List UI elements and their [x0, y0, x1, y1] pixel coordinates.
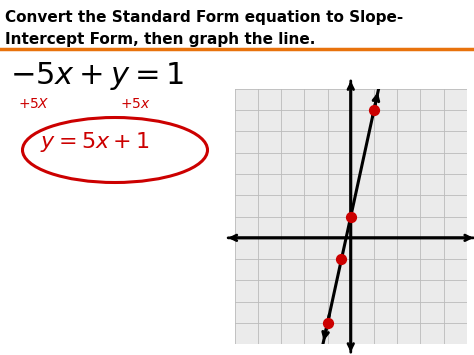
Point — [370, 107, 378, 113]
Point — [337, 256, 345, 262]
Point — [324, 320, 331, 326]
Text: Intercept Form, then graph the line.: Intercept Form, then graph the line. — [5, 32, 315, 47]
Text: Convert the Standard Form equation to Slope-: Convert the Standard Form equation to Sl… — [5, 10, 403, 25]
Point — [347, 214, 355, 219]
Text: $y=5x+1$: $y=5x+1$ — [40, 130, 150, 154]
Text: $+5x$: $+5x$ — [120, 97, 151, 111]
Text: $+5X$: $+5X$ — [18, 97, 50, 111]
Text: $-5x + y = 1$: $-5x + y = 1$ — [10, 60, 184, 92]
